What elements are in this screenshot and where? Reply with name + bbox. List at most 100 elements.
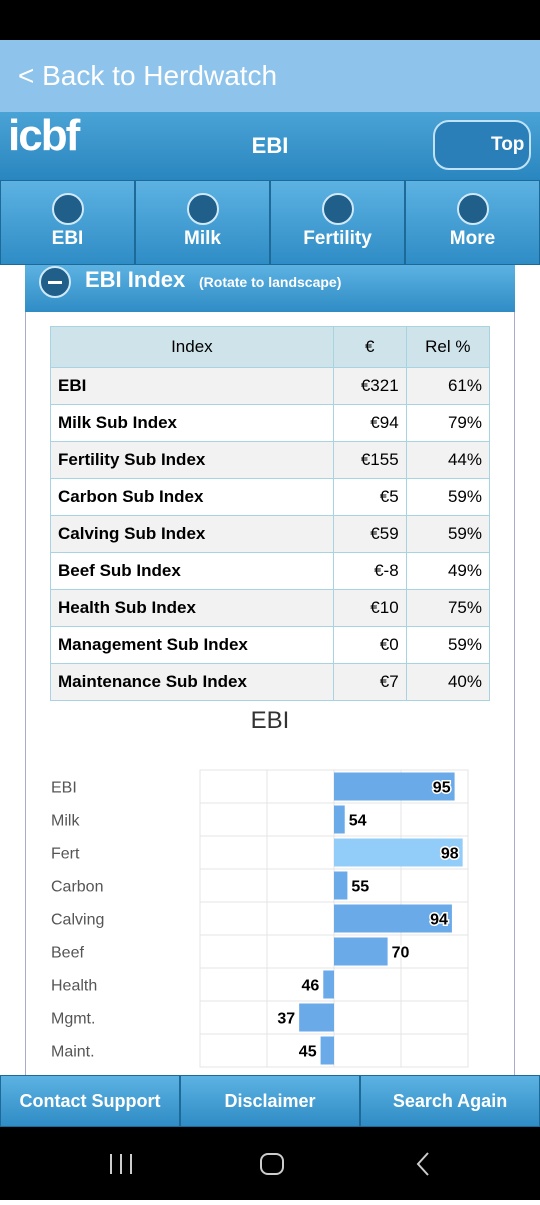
cell: Calving Sub Index xyxy=(50,515,334,553)
tab-icon xyxy=(456,193,489,225)
collapse-icon[interactable] xyxy=(39,266,71,298)
nav-bar xyxy=(0,1127,540,1200)
back-link[interactable]: < Back to Herdwatch xyxy=(0,40,540,112)
tab-icon xyxy=(321,193,354,225)
value-label: 37 xyxy=(277,1011,295,1028)
bar xyxy=(334,904,452,933)
table-row: Beef Sub Index €-8 49% xyxy=(50,552,491,590)
tab-label: More xyxy=(449,228,496,249)
category-label: Fert xyxy=(51,846,80,863)
category-label: Milk xyxy=(51,813,80,830)
cell: €10 xyxy=(332,589,407,627)
cell: 59% xyxy=(405,626,491,664)
cell: Maintenance Sub Index xyxy=(50,663,334,701)
category-label: Mgmt. xyxy=(51,1011,95,1028)
value-label: 55 xyxy=(351,879,369,896)
bar xyxy=(334,772,455,801)
cell: 75% xyxy=(405,589,491,627)
value-label: 46 xyxy=(301,978,319,995)
value-label: 54 xyxy=(349,813,367,830)
table-row: EBI €321 61% xyxy=(50,367,491,405)
footer-button[interactable]: Disclaimer xyxy=(180,1075,360,1127)
section-note: (Rotate to landscape) xyxy=(199,274,342,290)
category-label: Calving xyxy=(51,912,104,929)
cell: €59 xyxy=(332,515,407,553)
table-row: Health Sub Index €10 75% xyxy=(50,589,491,627)
cell: Management Sub Index xyxy=(50,626,334,664)
table-row: Milk Sub Index €94 79% xyxy=(50,404,491,442)
cell: 59% xyxy=(405,478,491,516)
section-header[interactable]: EBI Index (Rotate to landscape) xyxy=(25,265,515,312)
tab-icon xyxy=(51,193,84,225)
page-title: EBI xyxy=(251,133,289,158)
category-label: Carbon xyxy=(51,879,103,896)
cell: 49% xyxy=(405,552,491,590)
column-header: € xyxy=(332,326,407,368)
cell: Beef Sub Index xyxy=(50,552,334,590)
cell: €5 xyxy=(332,478,407,516)
tab-label: Fertility xyxy=(303,228,372,249)
cell: 59% xyxy=(405,515,491,553)
bar xyxy=(334,805,345,834)
bar xyxy=(334,871,348,900)
cell: €321 xyxy=(332,367,407,405)
category-label: EBI xyxy=(51,780,77,797)
logo: icbf xyxy=(8,111,80,160)
cell: 40% xyxy=(405,663,491,701)
column-header: Rel % xyxy=(405,326,491,368)
bar xyxy=(334,838,463,867)
cell: €0 xyxy=(332,626,407,664)
top-button[interactable]: Top xyxy=(433,120,531,170)
bar xyxy=(299,1003,334,1032)
bar xyxy=(334,937,388,966)
footer: Contact Support Disclaimer Search Again xyxy=(0,1075,540,1127)
tab-label: EBI xyxy=(51,228,84,249)
tab[interactable]: Fertility xyxy=(270,180,405,265)
table-row: Management Sub Index €0 59% xyxy=(50,626,491,664)
table-row: Fertility Sub Index €155 44% xyxy=(50,441,491,479)
table-row: Maintenance Sub Index €7 40% xyxy=(50,663,491,701)
table-row: Carbon Sub Index €5 59% xyxy=(50,478,491,516)
tab[interactable]: More xyxy=(405,180,540,265)
footer-button[interactable]: Contact Support xyxy=(0,1075,180,1127)
value-label: 45 xyxy=(299,1044,317,1061)
cell: Milk Sub Index xyxy=(50,404,334,442)
cell: 44% xyxy=(405,441,491,479)
value-label: 94 xyxy=(430,912,448,929)
category-label: Health xyxy=(51,978,97,995)
status-bar xyxy=(0,0,540,40)
index-table: Index € Rel % EBI €321 61% Milk Sub Index €94 79… xyxy=(50,326,491,701)
bar xyxy=(323,970,334,999)
bar xyxy=(320,1036,334,1065)
nav-icons xyxy=(110,1152,429,1176)
cell: Carbon Sub Index xyxy=(50,478,334,516)
cell: 61% xyxy=(405,367,491,405)
tab-label: Milk xyxy=(184,228,221,249)
cell: 79% xyxy=(405,404,491,442)
tab-icon xyxy=(186,193,219,225)
column-header: Index xyxy=(50,326,334,368)
cell: Health Sub Index xyxy=(50,589,334,627)
cell: Fertility Sub Index xyxy=(50,441,334,479)
tab-bar: EBI Milk Fertility More xyxy=(0,180,540,265)
section-title: EBI Index xyxy=(85,267,186,292)
value-label: 98 xyxy=(441,846,459,863)
chart-title: EBI xyxy=(251,707,290,734)
cell: €94 xyxy=(332,404,407,442)
category-label: Maint. xyxy=(51,1044,95,1061)
header-row: Index € Rel % xyxy=(50,326,491,368)
chart: EBI EBI 95 Milk 54 Fert 98 Carbon 55 Calving 94 Bee… xyxy=(51,707,469,1068)
card xyxy=(25,265,515,1075)
value-label: 95 xyxy=(433,780,451,797)
tab[interactable]: Milk xyxy=(135,180,270,265)
cell: €7 xyxy=(332,663,407,701)
footer-button[interactable]: Search Again xyxy=(360,1075,540,1127)
category-label: Beef xyxy=(51,945,84,962)
table-row: Calving Sub Index €59 59% xyxy=(50,515,491,553)
tab[interactable]: EBI xyxy=(0,180,135,265)
cell: €-8 xyxy=(332,552,407,590)
value-label: 70 xyxy=(392,945,410,962)
cell: EBI xyxy=(50,367,334,405)
cell: €155 xyxy=(332,441,407,479)
